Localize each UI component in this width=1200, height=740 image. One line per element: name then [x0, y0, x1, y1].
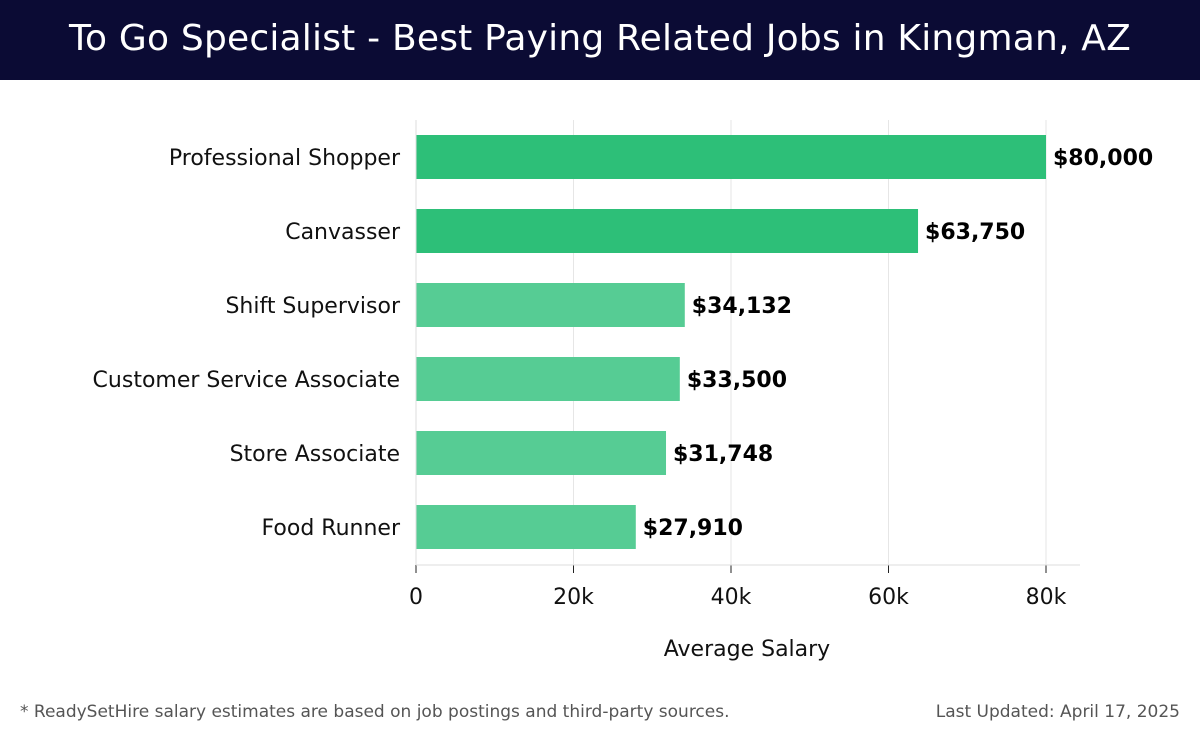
bar: [416, 209, 919, 253]
value-label: $31,748: [673, 442, 773, 467]
value-label: $33,500: [687, 368, 787, 393]
bar: [416, 431, 667, 475]
chart-header: To Go Specialist - Best Paying Related J…: [0, 0, 1200, 80]
category-label: Professional Shopper: [169, 146, 401, 171]
x-tick-label: 60k: [868, 585, 909, 610]
category-label: Shift Supervisor: [225, 294, 401, 319]
category-labels: Professional Shopper Canvasser Shift Super…: [93, 146, 401, 541]
x-axis-title: Average Salary: [664, 637, 830, 662]
value-label: $80,000: [1053, 146, 1153, 171]
category-label: Canvasser: [285, 220, 401, 245]
x-tick-label: 20k: [553, 585, 594, 610]
value-label: $63,750: [925, 220, 1025, 245]
bar: [416, 505, 636, 549]
bar: [416, 135, 1046, 179]
value-labels: $80,000 $63,750 $34,132 $33,500 $31,748 $27,9…: [643, 146, 1153, 541]
chart-title: To Go Specialist - Best Paying Related J…: [68, 17, 1132, 59]
value-label: $27,910: [643, 516, 743, 541]
bar: [416, 357, 680, 401]
x-tick-label: 0: [409, 585, 423, 610]
category-label: Store Associate: [230, 442, 400, 467]
footnote: * ReadySetHire salary estimates are base…: [20, 702, 730, 722]
x-tick-label: 40k: [711, 585, 752, 610]
category-label: Food Runner: [262, 516, 401, 541]
category-label: Customer Service Associate: [93, 368, 400, 393]
x-axis: 0 20k 40k 60k 80k: [409, 120, 1080, 610]
bar: [416, 283, 685, 327]
x-tick-label: 80k: [1026, 585, 1067, 610]
salary-bar-chart: $80,000 $63,750 $34,132 $33,500 $31,748 $27,9…: [93, 120, 1153, 662]
last-updated: Last Updated: April 17, 2025: [935, 702, 1180, 722]
grid-lines: [415, 120, 1047, 565]
value-label: $34,132: [692, 294, 792, 319]
bars: [416, 135, 1046, 549]
